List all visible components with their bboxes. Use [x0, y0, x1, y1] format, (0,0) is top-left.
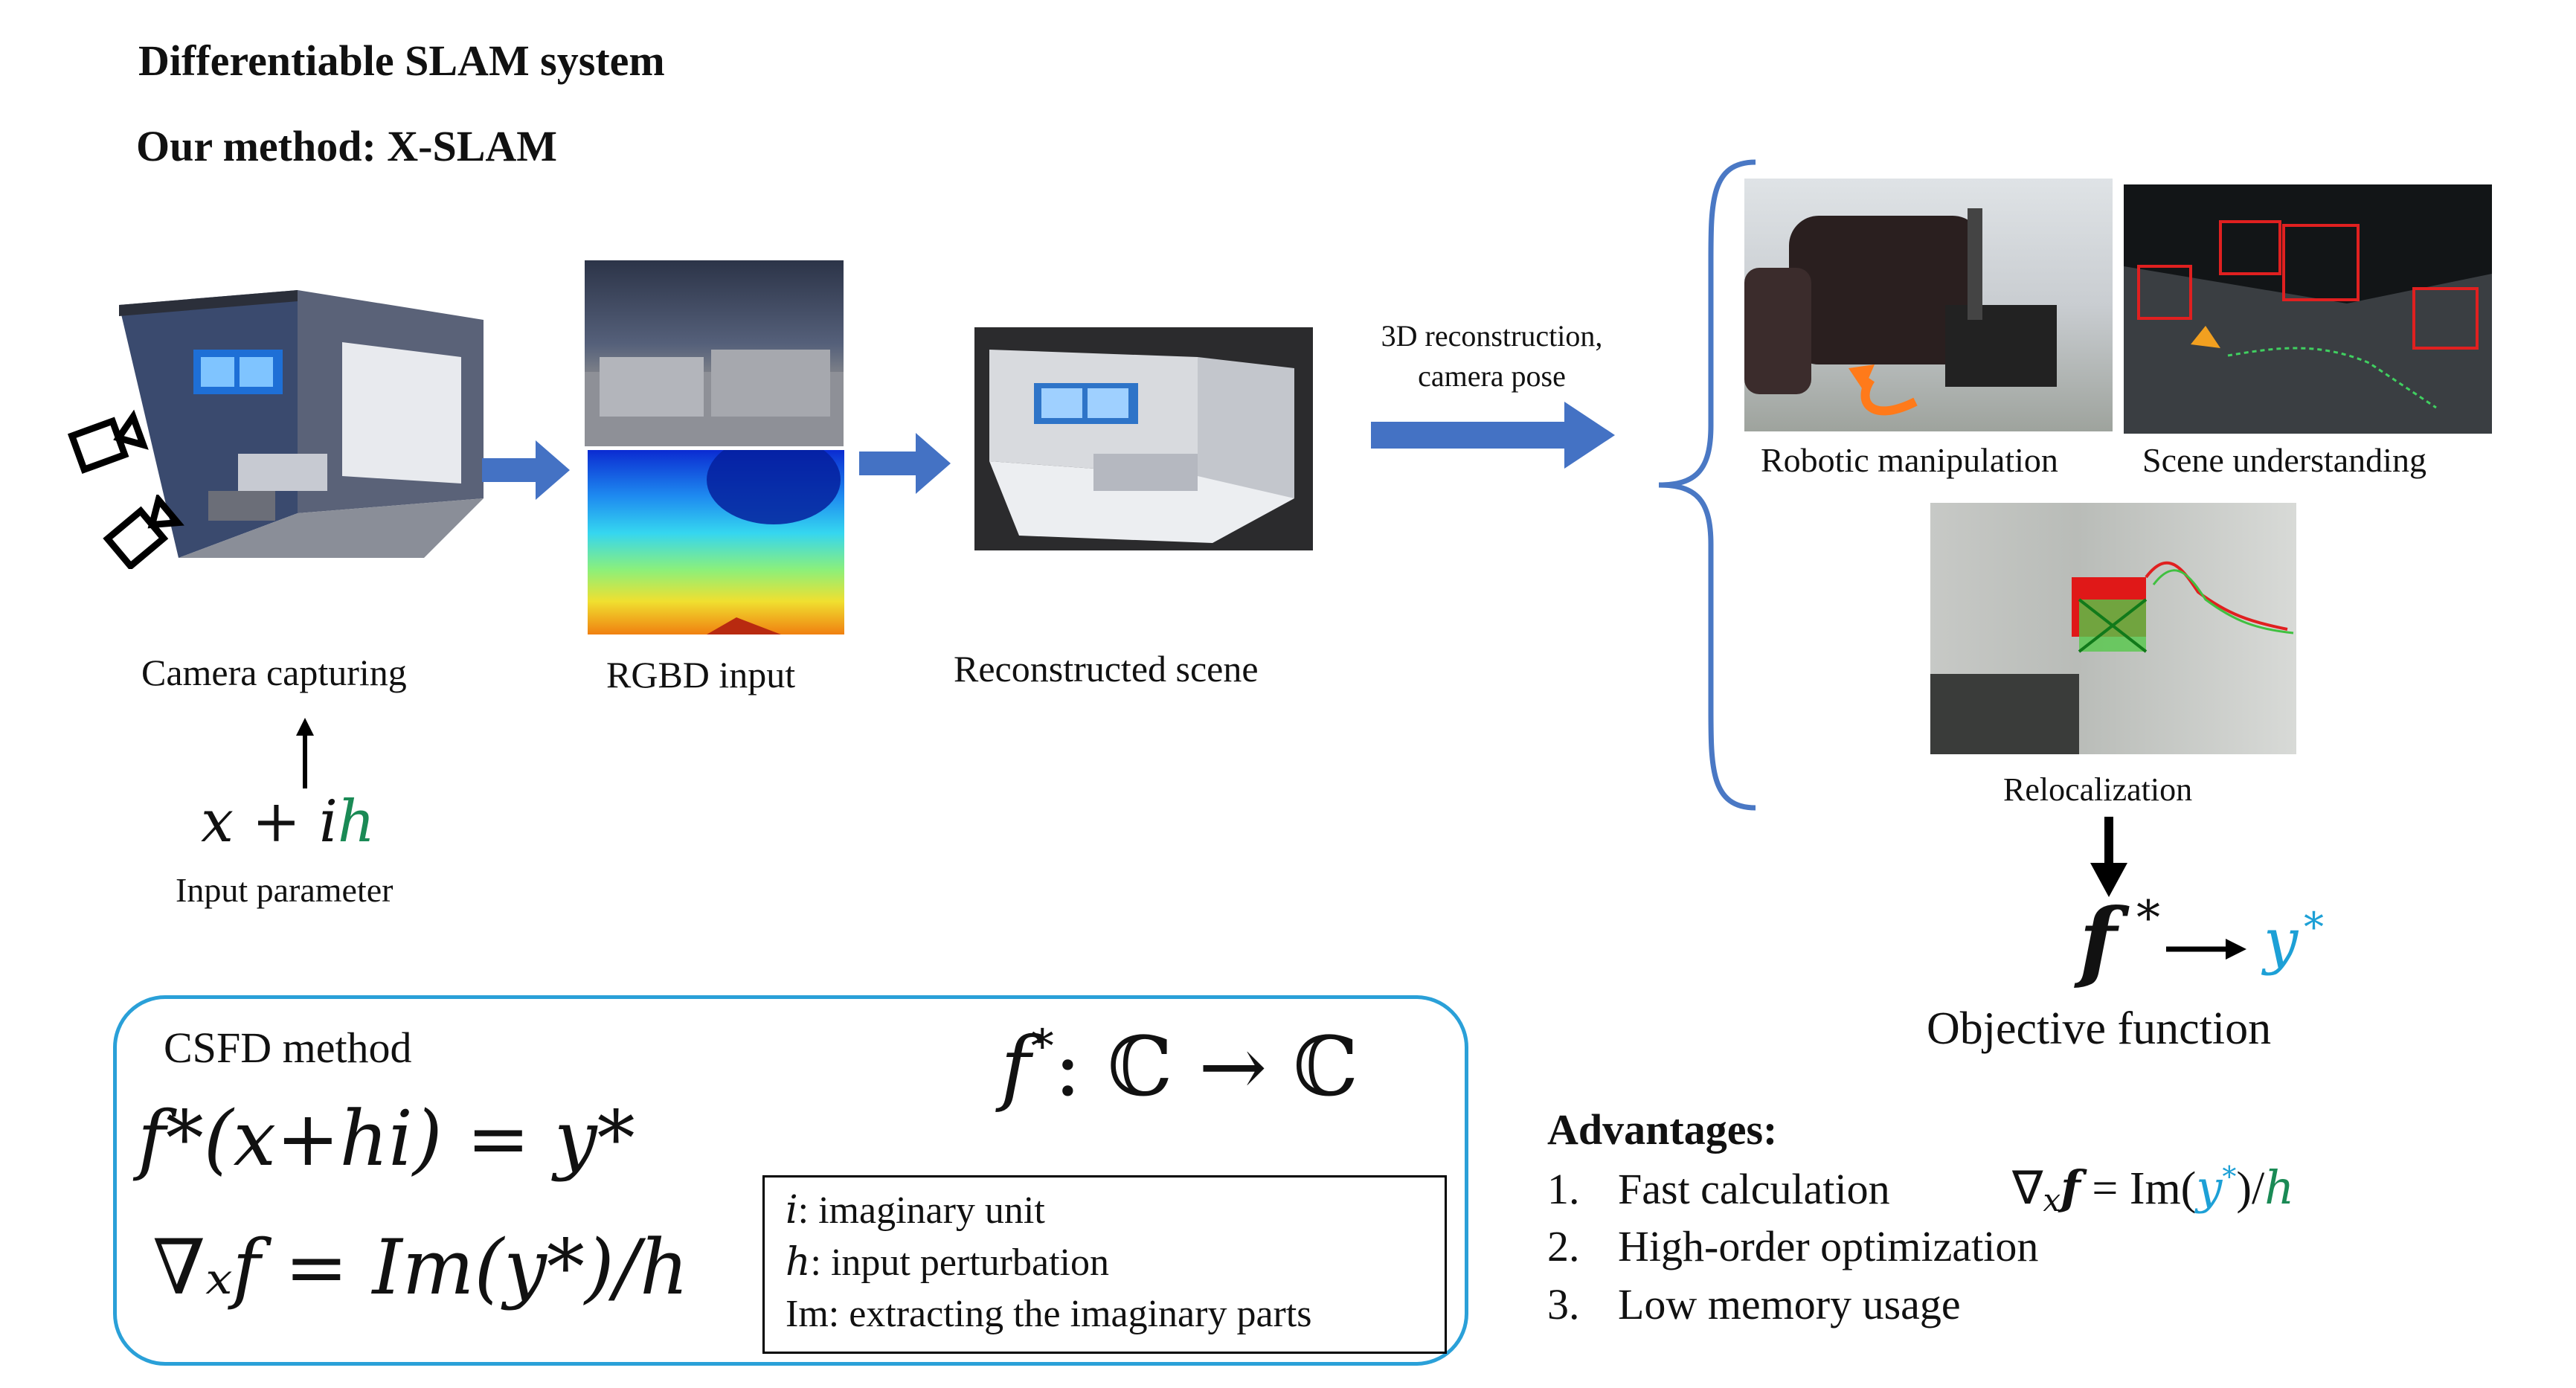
formula-y: y [2196, 1160, 2223, 1215]
definition-im: Im: extracting the imaginary parts [786, 1292, 1312, 1336]
advantage-text-2: High-order optimization [1618, 1222, 2039, 1270]
up-arrow-icon [294, 718, 316, 788]
csfd-mapping: f*: ℂ → ℂ [1000, 1019, 1358, 1114]
objective-y-star: * [2304, 904, 2324, 951]
camera-icon [67, 408, 149, 475]
down-arrow-icon [2089, 817, 2129, 897]
page-subtitle: Our method: X-SLAM [136, 122, 558, 170]
formula-nabla: ∇ [2012, 1160, 2043, 1215]
def-desc-h: : input perturbation [810, 1241, 1109, 1284]
definition-h: h: input perturbation [786, 1240, 1109, 1285]
input-x: x [201, 788, 234, 855]
input-h: h [337, 788, 376, 855]
reconstructed-scene-label: Reconstructed scene [954, 648, 1259, 690]
arrow-label-line1: 3D reconstruction, [1381, 319, 1603, 353]
input-i: i [318, 788, 338, 855]
formula-star: * [2222, 1160, 2237, 1193]
objective-f-star: * [2136, 891, 2160, 946]
pipeline-arrow-2 [859, 433, 952, 494]
robotic-manipulation-label: Robotic manipulation [1761, 441, 2058, 479]
formula-im: Im( [2129, 1163, 2197, 1214]
relocalization-label: Relocalization [2003, 771, 2193, 808]
page-title: Differentiable SLAM system [138, 36, 665, 85]
rgb-image [585, 260, 844, 446]
depth-image [588, 450, 844, 634]
def-term-im: Im [786, 1293, 829, 1335]
csfd-equation-2: ∇ₓf = Im(y*)/h [152, 1224, 689, 1312]
objective-function-label: Objective function [1927, 1003, 2272, 1054]
camera-icon-2 [103, 492, 184, 571]
formula-f: f [2061, 1160, 2081, 1215]
arrow-label-line2: camera pose [1418, 359, 1566, 393]
formula-close: )/ [2236, 1163, 2265, 1214]
objective-arrow-icon [2166, 934, 2248, 964]
mapping-rest: : ℂ → ℂ [1053, 1019, 1358, 1114]
rgbd-input-label: RGBD input [606, 654, 796, 695]
reconstructed-scene-image [974, 327, 1313, 550]
csfd-title: CSFD method [164, 1024, 412, 1072]
advantage-num-3: 3. [1547, 1280, 1580, 1328]
mapping-star: * [1030, 1019, 1054, 1073]
input-expression: x + ih [201, 788, 375, 855]
def-term-h: h [786, 1240, 811, 1285]
mapping-f: f [1000, 1019, 1031, 1114]
formula-eq: = [2080, 1163, 2130, 1214]
input-plus: + [234, 788, 319, 855]
objective-y: y [2264, 906, 2299, 977]
def-term-i: i [786, 1188, 798, 1233]
formula-h: h [2264, 1160, 2295, 1215]
gradient-formula: ∇xf = Im(y*)/h [2012, 1160, 2294, 1218]
robotic-manipulation-image [1744, 179, 2113, 431]
input-parameter-label: Input parameter [176, 871, 394, 909]
advantage-num-1: 1. [1547, 1165, 1580, 1213]
relocalization-image [1930, 503, 2296, 754]
objective-f: f [2079, 889, 2117, 992]
csfd-method-box [113, 995, 1468, 1366]
definition-i: i: imaginary unit [786, 1188, 1045, 1233]
definitions-box: i: imaginary unit h: input perturbation … [762, 1175, 1447, 1354]
camera-scene-illustration [112, 290, 498, 573]
scene-understanding-label: Scene understanding [2142, 441, 2426, 479]
pipeline-arrow-1 [482, 440, 571, 500]
def-desc-im: : extracting the imaginary parts [828, 1293, 1312, 1335]
def-desc-i: : imaginary unit [797, 1189, 1045, 1232]
advantages-heading: Advantages: [1547, 1105, 1778, 1154]
formula-x: x [2043, 1182, 2061, 1218]
curly-brace-icon [1651, 158, 1763, 812]
advantage-text-1: Fast calculation [1618, 1165, 1890, 1213]
advantage-num-2: 2. [1547, 1222, 1580, 1270]
camera-capturing-label: Camera capturing [141, 652, 407, 693]
advantage-text-3: Low memory usage [1618, 1280, 1961, 1328]
pipeline-arrow-3 [1371, 402, 1616, 469]
scene-understanding-image [2124, 184, 2492, 434]
csfd-equation-1: f*(x+hi) = y* [138, 1095, 635, 1183]
